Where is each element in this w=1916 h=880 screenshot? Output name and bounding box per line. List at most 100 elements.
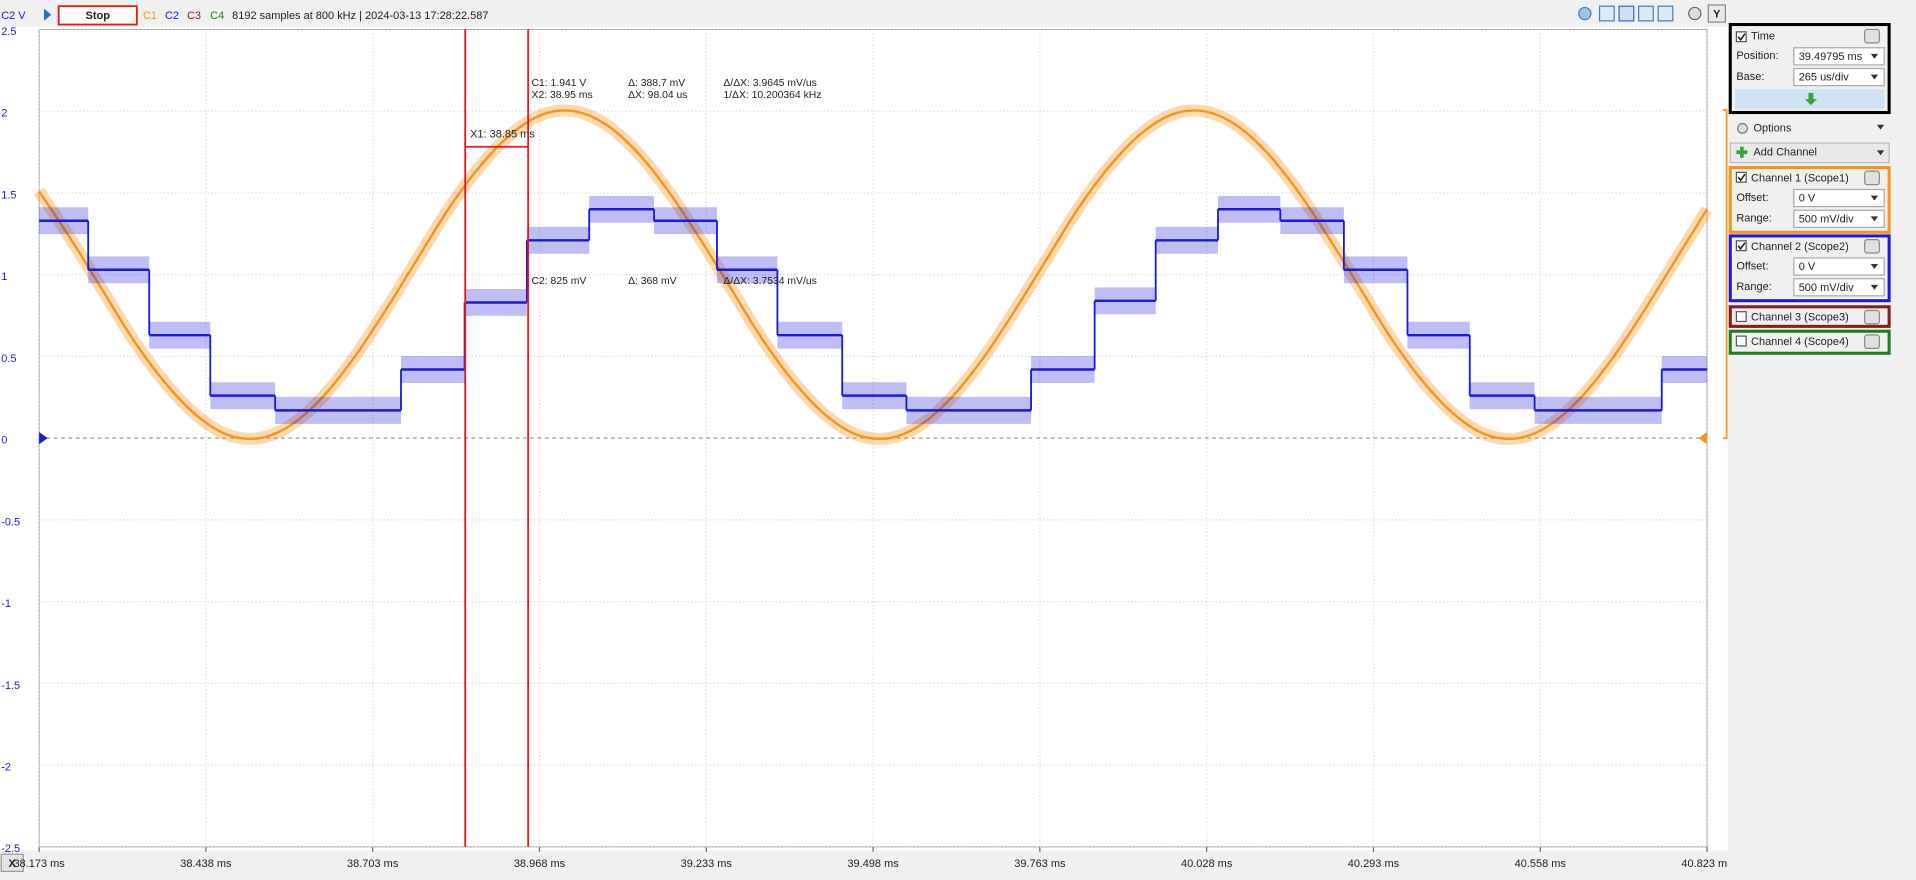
add-channel-button[interactable] — [1729, 142, 1890, 164]
dropdown-value: 0 V — [1799, 193, 1816, 205]
x-axis-bar — [0, 850, 1728, 880]
y-axis-label: C2 V — [1, 10, 26, 22]
checkmark — [1737, 173, 1746, 182]
y-button-label: Y — [1713, 9, 1721, 21]
channel-toggle[interactable]: C3 — [187, 10, 201, 22]
dropdown-arrow — [1870, 53, 1879, 59]
cursor-readout: ΔX: 98.04 us — [628, 90, 687, 101]
cursor-readout: C1: 1.941 V — [532, 78, 587, 89]
settings-icon[interactable] — [1864, 170, 1880, 186]
options-arrow — [1876, 124, 1885, 130]
x-button[interactable] — [0, 853, 24, 872]
dropdown-arrow — [1870, 284, 1879, 290]
y-tick-label: -1 — [1, 598, 11, 610]
settings-icon[interactable] — [1864, 309, 1880, 325]
channel-marker — [39, 432, 48, 445]
dropdown[interactable] — [1793, 278, 1885, 297]
dropdown[interactable] — [1793, 257, 1885, 276]
dropdown[interactable] — [1793, 209, 1885, 228]
y-tick-label: -2 — [1, 762, 11, 774]
cursor-readout: X2: 38.95 ms — [532, 90, 593, 101]
panel-title: Time — [1751, 31, 1775, 43]
field-label: Range: — [1736, 281, 1771, 293]
field-label: Offset: — [1736, 260, 1768, 272]
channel-title: Channel 2 (Scope2) — [1751, 241, 1849, 253]
channel-title: Channel 1 (Scope1) — [1751, 172, 1849, 184]
settings-icon[interactable] — [1688, 6, 1702, 21]
tool-icon[interactable] — [1657, 5, 1674, 22]
tool-icon[interactable] — [1618, 5, 1635, 22]
y-tick-label: 0.5 — [1, 353, 16, 365]
dropdown[interactable] — [1793, 188, 1885, 208]
cursor-readout: Δ: 368 mV — [628, 276, 677, 287]
x-tick-label: 39.233 ms — [681, 858, 733, 870]
run-icon[interactable] — [43, 8, 52, 21]
settings-icon[interactable] — [1864, 28, 1880, 44]
channel-title: Channel 4 (Scope4) — [1751, 336, 1849, 348]
y-tick-label: 1 — [1, 271, 7, 283]
settings-icon[interactable] — [1864, 334, 1880, 349]
trace-line — [38, 109, 1709, 441]
y-tick-label: -0.5 — [1, 516, 20, 528]
field-label: Position: — [1736, 50, 1778, 62]
checkmark — [1737, 242, 1746, 251]
tool-icon[interactable] — [1638, 5, 1654, 22]
cursor-label: X1: 38.85 ms — [470, 128, 535, 140]
x-tick-label: 40.823 ms — [1681, 858, 1733, 870]
x-button-label: X — [9, 858, 17, 870]
dropdown-arrow — [1870, 74, 1879, 80]
dropdown-value: 500 mV/div — [1799, 282, 1854, 294]
cursor-readout: Δ/ΔX: 3.7534 mV/us — [723, 276, 816, 287]
channel-toggle[interactable]: C1 — [143, 10, 157, 22]
checkbox[interactable] — [1735, 31, 1747, 43]
dropdown-arrow — [1870, 264, 1879, 269]
dropdown-value: 265 us/div — [1799, 72, 1850, 84]
dropdown-arrow — [1870, 216, 1879, 222]
channel-panel — [1728, 329, 1891, 355]
plot-layer: 38.173 ms 38.438 ms 38.703 ms 38.968 ms 39.2… — [1, 26, 1733, 870]
stop-label: Stop — [86, 10, 111, 22]
add-icon — [1736, 146, 1748, 158]
channel-toggle[interactable]: C4 — [210, 10, 224, 22]
x-tick-label: 38.173 ms — [13, 858, 65, 870]
settings-icon[interactable] — [1864, 238, 1880, 254]
y-tick-label: 1.5 — [1, 189, 16, 201]
cursor-readout: Δ/ΔX: 3.9645 mV/us — [723, 78, 816, 89]
checkbox[interactable] — [1735, 335, 1747, 347]
cursor-readout: Δ: 388.7 mV — [628, 78, 685, 89]
tool-icon[interactable] — [1598, 5, 1615, 22]
y-tick-label: 2.5 — [1, 26, 16, 38]
dropdown-value: 500 mV/div — [1799, 213, 1854, 225]
stop-button[interactable] — [57, 5, 138, 26]
options-label[interactable]: Options — [1753, 122, 1791, 134]
y-tick-label: -2.5 — [1, 843, 20, 855]
add-channel-arrow — [1876, 150, 1885, 156]
channel-toggle[interactable]: C2 — [165, 10, 179, 22]
toolbar — [0, 0, 1728, 27]
dropdown[interactable] — [1793, 67, 1885, 87]
checkbox[interactable] — [1735, 171, 1747, 183]
zoom-icon[interactable] — [1578, 6, 1592, 21]
y-tick-label: -1.5 — [1, 680, 20, 692]
channel-bracket — [1722, 109, 1728, 440]
cursor-readout: 1/ΔX: 10.200364 kHz — [723, 90, 821, 101]
y-tick-label: 2 — [1, 108, 7, 120]
options-icon — [1736, 122, 1748, 134]
apply-arrow — [1804, 92, 1818, 106]
checkbox[interactable] — [1735, 240, 1747, 252]
y-tick-label: 0 — [1, 435, 7, 447]
field-label: Range: — [1736, 213, 1771, 225]
y-button[interactable] — [1707, 4, 1726, 23]
x-tick-label: 38.703 ms — [347, 858, 399, 870]
x-tick-label: 40.028 ms — [1181, 858, 1233, 870]
sidebar-content: Time Position: 39.49795 ms Base: 265 us/div O… — [1728, 23, 1891, 355]
channel-panel — [1728, 305, 1891, 328]
x-tick-label: 38.438 ms — [180, 858, 232, 870]
dropdown[interactable] — [1793, 47, 1885, 66]
x-tick-label: 39.498 ms — [847, 858, 899, 870]
checkbox[interactable] — [1735, 311, 1747, 323]
add-channel-label: Add Channel — [1753, 147, 1817, 159]
dropdown-arrow — [1870, 195, 1879, 201]
